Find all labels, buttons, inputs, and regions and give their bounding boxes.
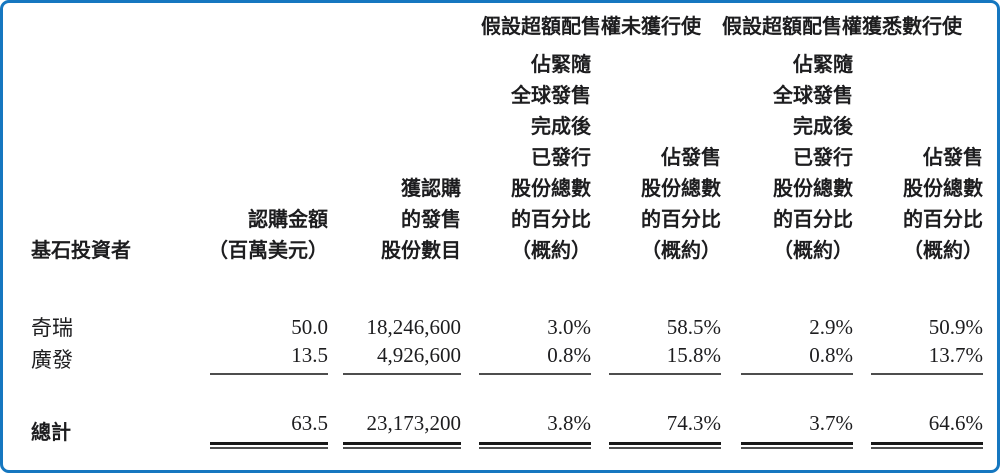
single-rule: [343, 373, 461, 375]
cell-total-shares: 23,173,200: [328, 411, 461, 449]
cell-total-amount: 63.5: [206, 411, 328, 449]
cell-pct-offer-no-oa: 15.8%: [591, 343, 721, 375]
column-header-row: 基石投資者 認購金額 （百萬美元） 獲認購 的發售 股份數目 佔緊隨 全球發售 …: [31, 50, 983, 267]
spacer-row: [31, 267, 983, 311]
double-rule: [871, 442, 983, 449]
table-row-gf: 廣發 13.5 4,926,600 0.8% 15.8% 0.8% 13.7%: [31, 343, 983, 375]
cell-total-pct-offer-no-oa: 74.3%: [591, 411, 721, 449]
single-rule: [741, 373, 853, 375]
single-rule: [210, 373, 328, 375]
cell-pct-offer-no-oa: 58.5%: [666, 314, 721, 339]
group-header-overallotment-not-exercised: 假設超額配售權未獲行使: [481, 16, 701, 38]
column-header-pct-issued-full-oa: 佔緊隨 全球發售 完成後 已發行 股份總數 的百分比 （概約）: [773, 54, 853, 262]
table-row-chery: 奇瑞 50.0 18,246,600 3.0% 58.5% 2.9% 50.9%: [31, 311, 983, 343]
cornerstone-investors-table: 假設超額配售權未獲行使 假設超額配售權獲悉數行使 基石投資者 認購金額 （百萬美…: [31, 14, 983, 449]
group-header-overallotment-fully-exercised: 假設超額配售權獲悉數行使: [722, 16, 962, 38]
double-rule: [479, 442, 591, 449]
cell-investor: 廣發: [31, 348, 73, 372]
double-rule: [343, 442, 461, 449]
single-rule: [609, 373, 721, 375]
column-header-shares-subscribed: 獲認購 的發售 股份數目: [381, 178, 461, 262]
column-header-pct-offer-no-oa: 佔發售 股份總數 的百分比 （概約）: [641, 147, 721, 262]
double-rule: [741, 442, 853, 449]
group-header-row: 假設超額配售權未獲行使 假設超額配售權獲悉數行使: [31, 14, 983, 50]
cell-shares: 4,926,600: [328, 343, 461, 375]
single-rule: [871, 373, 983, 375]
table-row-total: 總計 63.5 23,173,200 3.8% 74.3% 3.7% 64.6%: [31, 411, 983, 449]
spacer-row: [31, 375, 983, 411]
cell-pct-offer-full-oa: 13.7%: [853, 343, 983, 375]
cell-total-pct-offer-full-oa: 64.6%: [853, 411, 983, 449]
cell-amount: 13.5: [206, 343, 328, 375]
cell-pct-issued-full-oa: 0.8%: [721, 343, 853, 375]
group-header-spacer: [31, 14, 461, 50]
cell-pct-issued-no-oa: 0.8%: [461, 343, 591, 375]
column-header-investor: 基石投資者: [31, 240, 131, 262]
column-header-pct-issued-no-oa: 佔緊隨 全球發售 完成後 已發行 股份總數 的百分比 （概約）: [511, 54, 591, 262]
column-header-subscription-amount: 認購金額 （百萬美元）: [208, 209, 328, 262]
double-rule: [609, 442, 721, 449]
cell-total-label: 總計: [31, 421, 71, 444]
cell-pct-offer-full-oa: 50.9%: [928, 314, 983, 339]
double-rule: [210, 442, 328, 449]
cell-total-pct-issued-full-oa: 3.7%: [721, 411, 853, 449]
cell-pct-issued-full-oa: 2.9%: [809, 314, 853, 339]
single-rule: [479, 373, 591, 375]
cell-investor: 奇瑞: [31, 316, 73, 340]
column-header-pct-offer-full-oa: 佔發售 股份總數 的百分比 （概約）: [903, 147, 983, 262]
cell-shares: 18,246,600: [366, 314, 462, 339]
cell-amount: 50.0: [291, 314, 328, 339]
cell-pct-issued-no-oa: 3.0%: [547, 314, 591, 339]
cell-total-pct-issued-no-oa: 3.8%: [461, 411, 591, 449]
